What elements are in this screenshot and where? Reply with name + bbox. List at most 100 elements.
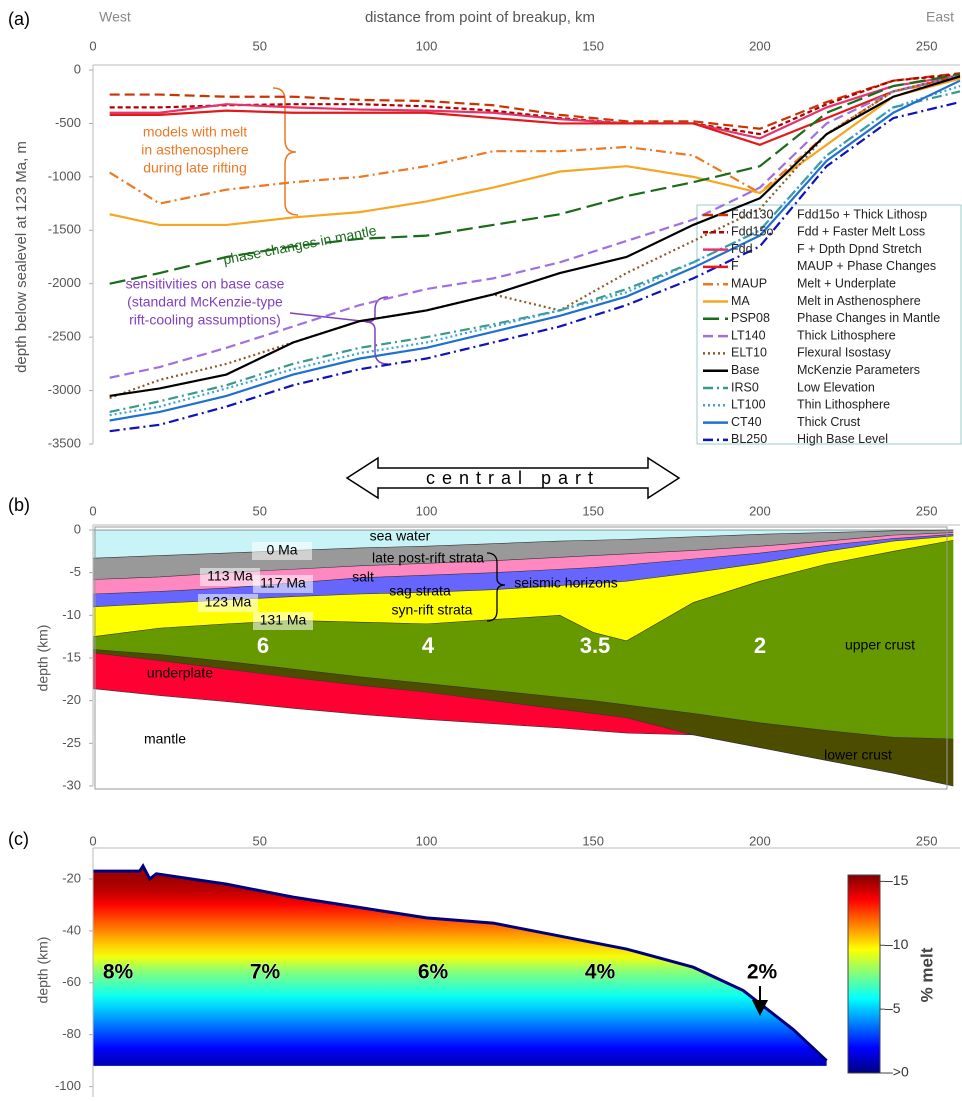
colorbar-title: % melt: [917, 947, 936, 1002]
y-tick-label: -2500: [48, 329, 81, 344]
legend-description: Melt in Asthenosphere: [797, 294, 921, 308]
y-axis-title: depth below sealevel at 123 Ma, m: [13, 141, 30, 373]
y-tick-label: -30: [62, 777, 81, 792]
legend-description: Thick Crust: [797, 415, 861, 429]
y-tick-label: 0: [74, 521, 81, 536]
legend-label: ELT10: [731, 346, 767, 360]
y-tick-label: -2000: [48, 275, 81, 290]
x-tick-label: 100: [416, 833, 438, 848]
annotation: rift-cooling assumptions): [129, 312, 281, 328]
legend-label: CT40: [731, 415, 762, 429]
x-tick-label: 50: [252, 38, 266, 53]
x-tick-label: 0: [89, 833, 96, 848]
y-tick-label: -60: [62, 974, 81, 989]
colorbar: [848, 875, 880, 1073]
legend-description: Low Elevation: [797, 380, 875, 394]
y-axis-title: depth (km): [35, 937, 51, 1004]
y-tick-label: -80: [62, 1026, 81, 1041]
annotation: in asthenosphere: [141, 142, 249, 158]
x-tick-label: 50: [252, 833, 266, 848]
legend-label: MA: [731, 294, 750, 308]
legend-description: Phase Changes in Mantle: [797, 311, 940, 325]
stretch-factor: 2: [754, 633, 766, 658]
y-tick-label: -40: [62, 922, 81, 937]
horizon-label: 123 Ma: [205, 594, 252, 610]
melt-label: 2%: [747, 961, 778, 984]
legend-description: High Base Level: [797, 432, 888, 446]
x-tick-label: 250: [916, 38, 938, 53]
x-tick-label: 200: [749, 503, 771, 518]
legend-description: Thin Lithosphere: [797, 398, 890, 412]
x-tick-label: 50: [252, 503, 266, 518]
legend-description: MAUP + Phase Changes: [797, 259, 936, 273]
layer-label: sea water: [370, 528, 431, 544]
y-tick-label: -500: [55, 115, 81, 130]
legend-label: Base: [731, 363, 760, 377]
layer-label: syn-rift strata: [392, 602, 473, 618]
x-tick-label: 100: [416, 503, 438, 518]
legend-label: Fdd130: [731, 207, 773, 221]
y-tick-label: -20: [62, 692, 81, 707]
colorbar-tick-label: –15: [885, 872, 909, 888]
legend-description: Melt + Underplate: [797, 276, 896, 290]
melt-label: 6%: [418, 961, 449, 984]
y-tick-label: 0: [74, 61, 81, 76]
y-tick-label: -3500: [48, 435, 81, 450]
layer-label: late post-rift strata: [372, 550, 484, 566]
figure: (a) distance from point of breakup, km W…: [0, 0, 962, 1101]
legend-label: BL250: [731, 432, 767, 446]
legend-label: Fdd15o: [731, 225, 773, 239]
legend-label: PSP08: [731, 311, 770, 325]
legend-description: Fdd + Faster Melt Loss: [797, 225, 925, 239]
y-tick-label: -25: [62, 735, 81, 750]
x-tick-label: 250: [916, 503, 938, 518]
y-tick-label: -1500: [48, 222, 81, 237]
horizon-label: 113 Ma: [207, 568, 253, 584]
x-tick-label: 100: [416, 38, 438, 53]
layer-label: salt: [352, 569, 374, 585]
melt-label: 8%: [103, 961, 134, 984]
annotation: sensitivities on base case: [126, 276, 285, 292]
colorbar-tick-label: –10: [885, 936, 909, 952]
legend-label: IRS0: [731, 380, 759, 394]
legend-label: MAUP: [731, 276, 767, 290]
colorbar-tick-label: –5: [885, 1000, 901, 1016]
melt-label: 4%: [585, 961, 616, 984]
y-tick-label: -15: [62, 649, 81, 664]
legend-description: Thick Lithosphere: [797, 328, 896, 342]
y-tick-label: -100: [55, 1078, 81, 1093]
x-tick-label: 150: [582, 503, 604, 518]
legend-label: F: [731, 259, 739, 273]
annotation: during late rifting: [143, 160, 247, 176]
layer-label: upper crust: [845, 637, 915, 653]
y-tick-label: -5: [69, 564, 81, 579]
x-tick-label: 0: [89, 38, 96, 53]
x-tick-label: 150: [582, 38, 604, 53]
annotation: (standard McKenzie-type: [127, 294, 283, 310]
legend-description: McKenzie Parameters: [797, 363, 920, 377]
y-tick-label: -3000: [48, 382, 81, 397]
annotation: models with melt: [143, 124, 247, 140]
layer-label: mantle: [144, 731, 186, 747]
y-tick-label: -1000: [48, 168, 81, 183]
legend-description: F + Dpth Dpnd Stretch: [797, 242, 922, 256]
x-tick-label: 200: [749, 833, 771, 848]
stretch-factor: 3.5: [580, 633, 611, 658]
x-tick-label: 200: [749, 38, 771, 53]
y-tick-label: -10: [62, 607, 81, 622]
legend-label: LT140: [731, 328, 766, 342]
horizon-label: 131 Ma: [260, 612, 307, 628]
layer-label: sag strata: [389, 583, 451, 599]
melt-label: 7%: [250, 961, 281, 984]
stretch-factor: 6: [257, 633, 269, 658]
x-axis-title: distance from point of breakup, km: [365, 9, 595, 26]
layer-label: underplate: [147, 665, 213, 681]
panel-label: (c): [8, 829, 29, 849]
stretch-factor: 4: [422, 633, 435, 658]
legend-label: Fdd: [731, 242, 753, 256]
annotation: seismic horizons: [514, 575, 617, 591]
colorbar-tick-label: –>0: [885, 1064, 909, 1080]
legend-description: Flexural Isostasy: [797, 346, 892, 360]
panel-label: (b): [8, 495, 30, 515]
